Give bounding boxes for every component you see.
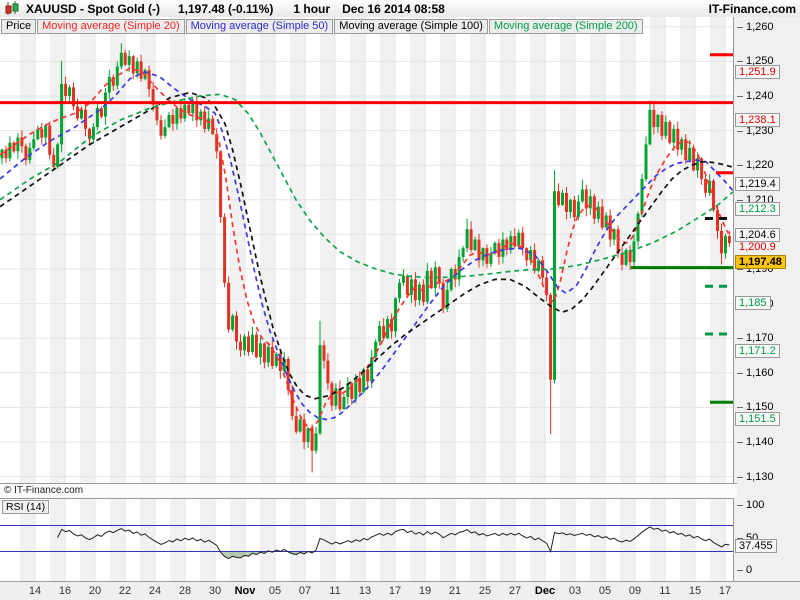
time-axis-label: 21 bbox=[448, 585, 462, 597]
axis-tick bbox=[737, 165, 743, 167]
axis-tick bbox=[737, 570, 743, 571]
time-axis-label: 13 bbox=[358, 585, 372, 597]
legend-item[interactable]: Moving average (Simple 100) bbox=[334, 19, 488, 34]
axis-tick bbox=[737, 130, 743, 132]
legend-item[interactable]: Moving average (Simple 200) bbox=[488, 19, 643, 34]
axis-tick bbox=[737, 199, 743, 201]
price-tick-label: 1,220 bbox=[746, 159, 774, 172]
time-axis-label: 16 bbox=[58, 585, 72, 597]
time-axis-label: 05 bbox=[268, 585, 282, 597]
price-tick-label: 1,230 bbox=[746, 124, 774, 137]
time-axis-month-label: Dec bbox=[534, 585, 556, 597]
axis-tick bbox=[737, 269, 743, 270]
time-axis-label: 15 bbox=[688, 585, 702, 597]
axis-tick bbox=[737, 372, 743, 374]
legend-item[interactable]: Price bbox=[1, 19, 37, 34]
price-tick-label: 1,160 bbox=[746, 366, 774, 379]
axis-tick bbox=[737, 476, 743, 478]
price-tick-label: 1,130 bbox=[746, 470, 774, 483]
time-axis-month-label: Nov bbox=[234, 585, 256, 597]
rsi-tick-label: 0 bbox=[746, 564, 753, 576]
price-tick-label: 1,140 bbox=[746, 436, 774, 448]
time-axis-label: 11 bbox=[659, 585, 671, 597]
copyright-note: © IT-Finance.com bbox=[0, 483, 737, 498]
level-price-label: 1,251.9 bbox=[735, 64, 780, 79]
time-axis-label: 05 bbox=[598, 585, 612, 597]
symbol-title: XAUUSD - Spot Gold (-) bbox=[26, 1, 160, 16]
rsi-chart-area[interactable] bbox=[0, 498, 733, 582]
last-quote: 1,197.48 (-0.11%) bbox=[177, 1, 274, 16]
time-axis-label: 09 bbox=[628, 585, 642, 597]
level-price-label: 1,219.4 bbox=[735, 177, 780, 192]
axis-tick bbox=[737, 537, 743, 539]
time-axis-label: 03 bbox=[568, 585, 582, 597]
axis-tick bbox=[737, 61, 743, 63]
level-price-label: 1,200.9 bbox=[739, 241, 776, 254]
time-axis-label: 27 bbox=[508, 585, 522, 597]
axis-tick bbox=[737, 505, 743, 506]
legend-item[interactable]: Moving average (Simple 20) bbox=[37, 19, 185, 34]
time-axis: 14 16 20 22 24 28 30 Nov 05 07 11 13 17 19 21 25 27 Dec 03… bbox=[0, 581, 800, 600]
price-tick-label: 1,260 bbox=[746, 20, 774, 33]
legend-item[interactable]: Moving average (Simple 50) bbox=[185, 19, 334, 34]
level-price-label: 1,185 bbox=[735, 296, 771, 311]
price-tick-label: 1,240 bbox=[746, 90, 774, 102]
datetime-label: Dec 16 2014 08:58 bbox=[342, 1, 445, 16]
price-tick-label: 1,150 bbox=[746, 401, 774, 414]
level-price-label: 1,171.2 bbox=[735, 344, 780, 359]
title-bar: XAUUSD - Spot Gold (-) 1,197.48 (-0.11%)… bbox=[0, 0, 800, 18]
time-axis-label: 17 bbox=[388, 585, 402, 597]
level-price-label: 1,212.3 bbox=[735, 201, 780, 216]
axis-tick bbox=[737, 26, 743, 28]
time-axis-label: 11 bbox=[329, 585, 341, 597]
rsi-current-value-label: 37.455 bbox=[735, 538, 777, 553]
current-price-label: 1,197.48 bbox=[735, 255, 786, 270]
brand-label: IT-Finance.com bbox=[708, 1, 796, 16]
axis-tick bbox=[737, 96, 743, 97]
indicator-bar: Price Moving average (Simple 20) Moving av… bbox=[1, 19, 644, 34]
time-axis-label: 07 bbox=[298, 585, 312, 597]
axis-tick bbox=[737, 338, 743, 340]
price-tick-label: 1,250 bbox=[746, 55, 774, 68]
time-axis-label: 14 bbox=[28, 585, 42, 597]
rsi-tick-label: 100 bbox=[746, 499, 765, 511]
level-price-label: 1,151.5 bbox=[735, 412, 780, 427]
price-axis[interactable]: 1,2601,2501,2401,2301,2201,2101,2001,190… bbox=[733, 17, 800, 581]
timeframe-label: 1 hour bbox=[293, 1, 331, 16]
time-axis-label: 28 bbox=[178, 585, 192, 597]
time-axis-label: 22 bbox=[118, 585, 132, 597]
time-axis-label: 30 bbox=[208, 585, 222, 597]
time-axis-label: 17 bbox=[718, 585, 732, 597]
time-axis-label: 19 bbox=[418, 585, 432, 597]
level-price-label: 1,238.1 bbox=[735, 112, 780, 127]
rsi-indicator-tag[interactable]: RSI (14) bbox=[2, 500, 50, 514]
time-axis-label: 24 bbox=[148, 585, 162, 597]
axis-tick bbox=[737, 407, 743, 409]
price-tick-label: 1,170 bbox=[746, 332, 774, 345]
axis-tick bbox=[737, 442, 743, 443]
price-chart-area[interactable] bbox=[0, 17, 733, 483]
time-axis-label: 25 bbox=[478, 585, 492, 597]
time-axis-label: 20 bbox=[88, 585, 102, 597]
level-price-label: 1,204.6 bbox=[735, 228, 780, 243]
candlestick-icon bbox=[5, 1, 19, 15]
